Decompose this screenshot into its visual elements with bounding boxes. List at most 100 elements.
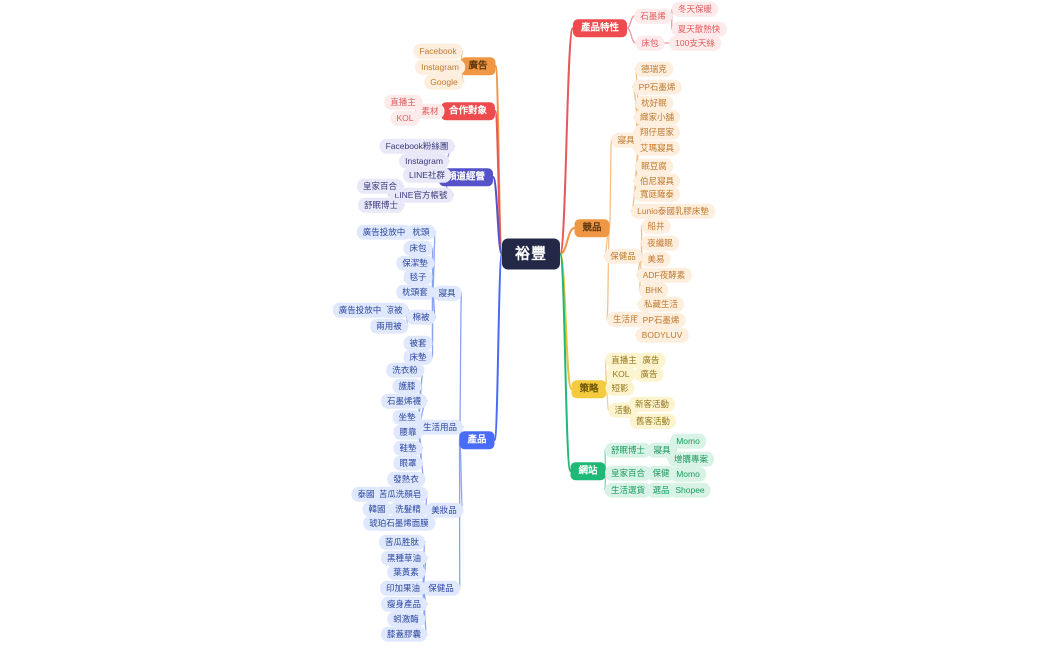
node-bitter-melon-peptide[interactable]: 苦瓜胜肽 [378,534,426,550]
node-strat-kol-ads[interactable]: 廣告 [634,366,664,382]
node-graphene-socks[interactable]: 石墨烯襪 [380,393,428,409]
node-adf[interactable]: ADF夜酵素 [636,267,692,283]
node-funcare[interactable]: 船井 [641,218,671,234]
node-pillowcase[interactable]: 枕頭套 [396,284,434,300]
node-lutein[interactable]: 葉黃素 [387,564,425,580]
node-heat-wear[interactable]: 發熱衣 [387,471,425,487]
node-returning-customer[interactable]: 舊客活動 [629,413,677,429]
node-strat-streamer[interactable]: 直播主 [605,352,643,368]
node-meiyi[interactable]: 美易 [641,251,671,267]
node-comp-health[interactable]: 保健品 [604,248,642,264]
node-slimming[interactable]: 瘦身產品 [380,596,428,612]
node-pp-graphene-living[interactable]: PP石墨烯 [636,312,686,328]
node-strategy[interactable]: 策略 [571,380,607,398]
node-knee-capsule[interactable]: 膝蓋膠囊 [380,626,428,642]
node-derek[interactable]: 德瑞克 [635,61,673,77]
node-blanket[interactable]: 毯子 [403,269,433,285]
node-channels[interactable]: 頻道經營 [438,168,494,186]
node-bundle-program[interactable]: 增購專案 [667,451,715,467]
node-beauty[interactable]: 美妝品 [425,502,463,518]
node-eye-mask[interactable]: 眼罩 [393,455,423,471]
node-winter-warm[interactable]: 冬天保暖 [671,1,719,17]
node-ads-google[interactable]: Google [424,74,464,90]
node-sleep-doctor-line[interactable]: 舒眠博士 [357,197,405,213]
node-laundry-powder[interactable]: 洗衣粉 [386,362,424,378]
node-xiangzai[interactable]: 翔仔居家 [633,124,681,140]
node-bhk[interactable]: BHK [639,282,669,298]
node-amber-graphene-mask[interactable]: 琥珀石墨烯面膜 [363,515,435,531]
node-ads-instagram[interactable]: Instagram [415,59,465,75]
node-short-video[interactable]: 短影 [605,380,635,396]
node-royal-lily-site[interactable]: 皇家百合 [604,465,652,481]
node-ads-facebook[interactable]: Facebook [413,43,463,59]
node-quilt[interactable]: 棉被 [406,309,436,325]
node-living-goods[interactable]: 生活用品 [416,419,464,435]
node-mattress[interactable]: 床墊 [403,349,433,365]
node-facebook-fanpage[interactable]: Facebook粉絲團 [379,138,455,154]
node-shampoo[interactable]: 洗髮精 [389,501,427,517]
node-insole[interactable]: 鞋墊 [393,440,423,456]
node-sleep-doctor-site[interactable]: 舒眠博士 [604,442,652,458]
node-bedding[interactable]: 寢具 [432,285,462,301]
node-line-community[interactable]: LINE社群 [403,167,451,183]
node-dual-quilt[interactable]: 兩用被 [370,318,408,334]
node-ads[interactable]: 廣告 [460,57,496,75]
node-lunio[interactable]: Lunio泰國乳膠床墊 [631,203,715,219]
node-momo-health[interactable]: Momo [670,466,706,482]
node-instagram-channel[interactable]: Instagram [399,153,449,169]
node-night-slim[interactable]: 夜纖眠 [641,235,679,251]
node-black-seed-oil[interactable]: 黑種草油 [380,550,428,566]
node-weave-shop[interactable]: 織家小舖 [633,109,681,125]
connector-edge [626,27,637,44]
node-materials[interactable]: 素材 [415,103,445,119]
node-mattress-protector[interactable]: 保潔墊 [396,255,434,271]
node-knee-support[interactable]: 護膝 [392,378,422,394]
node-sacha-inchi-oil[interactable]: 印加果油 [379,580,427,596]
connector-edge [493,253,503,441]
node-kuanting[interactable]: 寬庭薩泰 [633,186,681,202]
connector-edge [559,253,572,472]
node-shopee[interactable]: Shopee [669,482,711,498]
node-summer-cool[interactable]: 夏天散熱快 [671,21,727,37]
node-sheet[interactable]: 床包 [403,240,433,256]
node-graphene[interactable]: 石墨烯 [634,8,672,24]
node-quilt-cover[interactable]: 被套 [403,335,433,351]
node-line-official[interactable]: LINE官方帳號 [388,187,454,203]
node-emma-bedding[interactable]: 艾瑪寢具 [633,140,681,156]
node-new-customer[interactable]: 新客活動 [628,396,676,412]
node-site-health[interactable]: 保健 [646,465,676,481]
node-royal-lily-line[interactable]: 皇家百合 [356,178,404,194]
node-comp-bedding[interactable]: 寢具 [611,132,641,148]
node-thailand[interactable]: 泰國 [351,486,381,502]
node-strat-kol[interactable]: KOL [606,366,636,382]
node-partners[interactable]: 合作對象 [440,102,496,120]
node-korea[interactable]: 韓國 [362,501,392,517]
node-bed-sheet[interactable]: 床包 [635,35,665,51]
node-tencel-100[interactable]: 100支天絲 [669,35,721,51]
node-yufeng[interactable]: 裕豐 [501,238,561,270]
node-pp-graphene-bedding[interactable]: PP石墨烯 [632,79,682,95]
node-ad-running-2[interactable]: 廣告投放中 [332,302,388,318]
node-back-support[interactable]: 腰靠 [393,424,423,440]
node-product-features[interactable]: 產品特性 [572,19,628,37]
node-strat-streamer-ads[interactable]: 廣告 [636,352,666,368]
node-bitter-melon-soap[interactable]: 苦瓜洗顏皂 [372,486,428,502]
node-pillow[interactable]: 枕頭 [406,224,436,240]
node-website[interactable]: 網站 [570,462,606,480]
node-lumbrokinase[interactable]: 蚓激酶 [387,611,425,627]
node-streamer[interactable]: 直播主 [384,94,422,110]
node-health[interactable]: 保健品 [422,580,460,596]
node-competitors[interactable]: 競品 [574,219,610,237]
node-ad-running-1[interactable]: 廣告投放中 [356,224,412,240]
node-products[interactable]: 產品 [459,431,495,449]
node-bodyluv[interactable]: BODYLUV [635,327,689,343]
node-pillow-sleep[interactable]: 枕好眠 [635,95,673,111]
node-site-select[interactable]: 選品 [646,482,676,498]
node-private-life[interactable]: 私藏生活 [637,296,685,312]
node-sleepy-tofu[interactable]: 眠豆腐 [635,158,673,174]
node-life-select[interactable]: 生活選貨 [604,482,652,498]
node-kol[interactable]: KOL [390,110,420,126]
node-seat-cushion[interactable]: 坐墊 [392,409,422,425]
node-momo-bedding[interactable]: Momo [670,433,706,449]
node-boni-bedding[interactable]: 伯尼寢具 [633,173,681,189]
